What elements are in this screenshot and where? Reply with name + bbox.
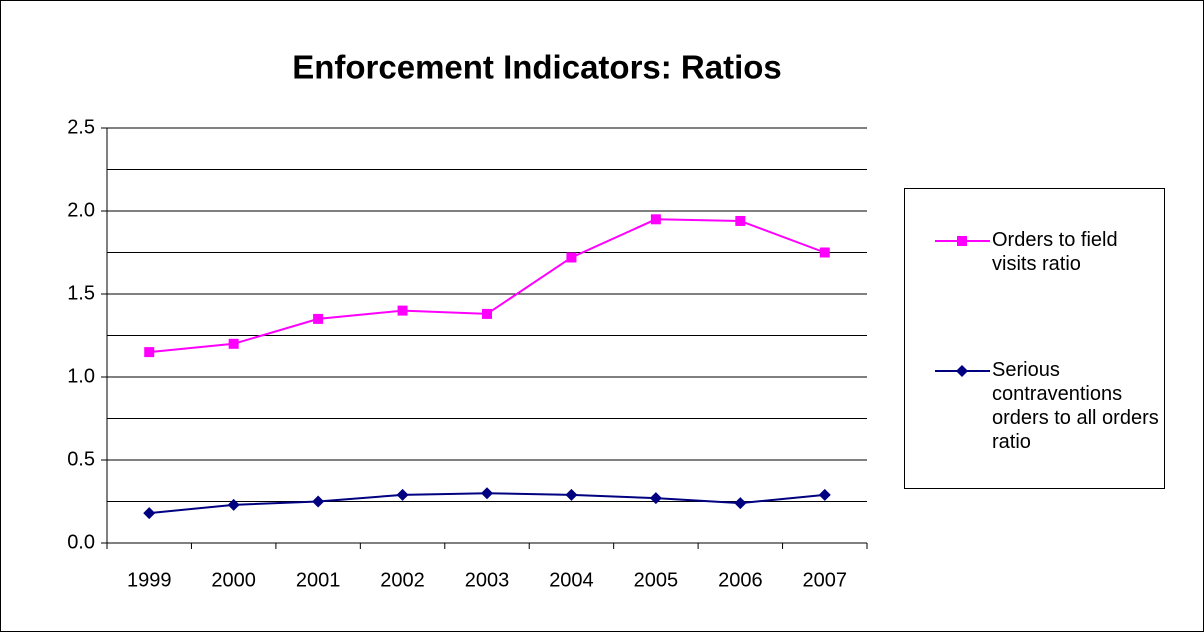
point-marker [650, 214, 661, 225]
x-tick-label: 2004 [549, 569, 594, 591]
x-tick-label: 2007 [803, 569, 848, 591]
x-tick-label: 1999 [127, 569, 172, 591]
legend-label: Orders to field visits ratio [992, 229, 1118, 275]
point-marker [396, 488, 409, 501]
y-tick-label: 1.0 [67, 365, 95, 387]
point-marker [819, 247, 830, 258]
point-marker [734, 497, 747, 510]
point-marker [312, 495, 325, 508]
legend-label: Serious contraventions orders to all ord… [992, 359, 1159, 453]
y-tick-label: 1.5 [67, 282, 95, 304]
point-marker [227, 498, 240, 511]
point-marker [143, 507, 156, 520]
point-marker [144, 347, 155, 358]
point-marker [481, 487, 493, 500]
point-marker [566, 252, 577, 263]
point-marker [482, 308, 492, 319]
y-tick-label: 0.0 [67, 531, 95, 553]
x-tick-label: 2002 [380, 569, 425, 591]
point-marker [818, 488, 831, 501]
x-tick-label: 2000 [211, 569, 256, 591]
point-marker [313, 313, 324, 324]
x-tick-label: 2005 [634, 569, 679, 591]
point-marker [565, 488, 578, 501]
legend-box [904, 188, 1165, 489]
point-marker [649, 492, 662, 505]
point-marker [397, 305, 408, 316]
y-tick-label: 2.5 [67, 116, 95, 138]
legend-item: Orders to field visits ratio [992, 229, 1118, 275]
chart-title: Enforcement Indicators: Ratios [292, 49, 782, 86]
point-marker [956, 365, 968, 377]
point-marker [735, 215, 746, 226]
y-tick-label: 2.0 [67, 199, 95, 221]
y-tick-label: 0.5 [67, 448, 95, 470]
point-marker [957, 236, 967, 246]
x-tick-label: 2006 [718, 569, 763, 591]
x-tick-label: 2003 [465, 569, 510, 591]
point-marker [228, 338, 239, 349]
x-tick-label: 2001 [296, 569, 341, 591]
legend-item: Serious contraventions orders to all ord… [992, 359, 1159, 453]
